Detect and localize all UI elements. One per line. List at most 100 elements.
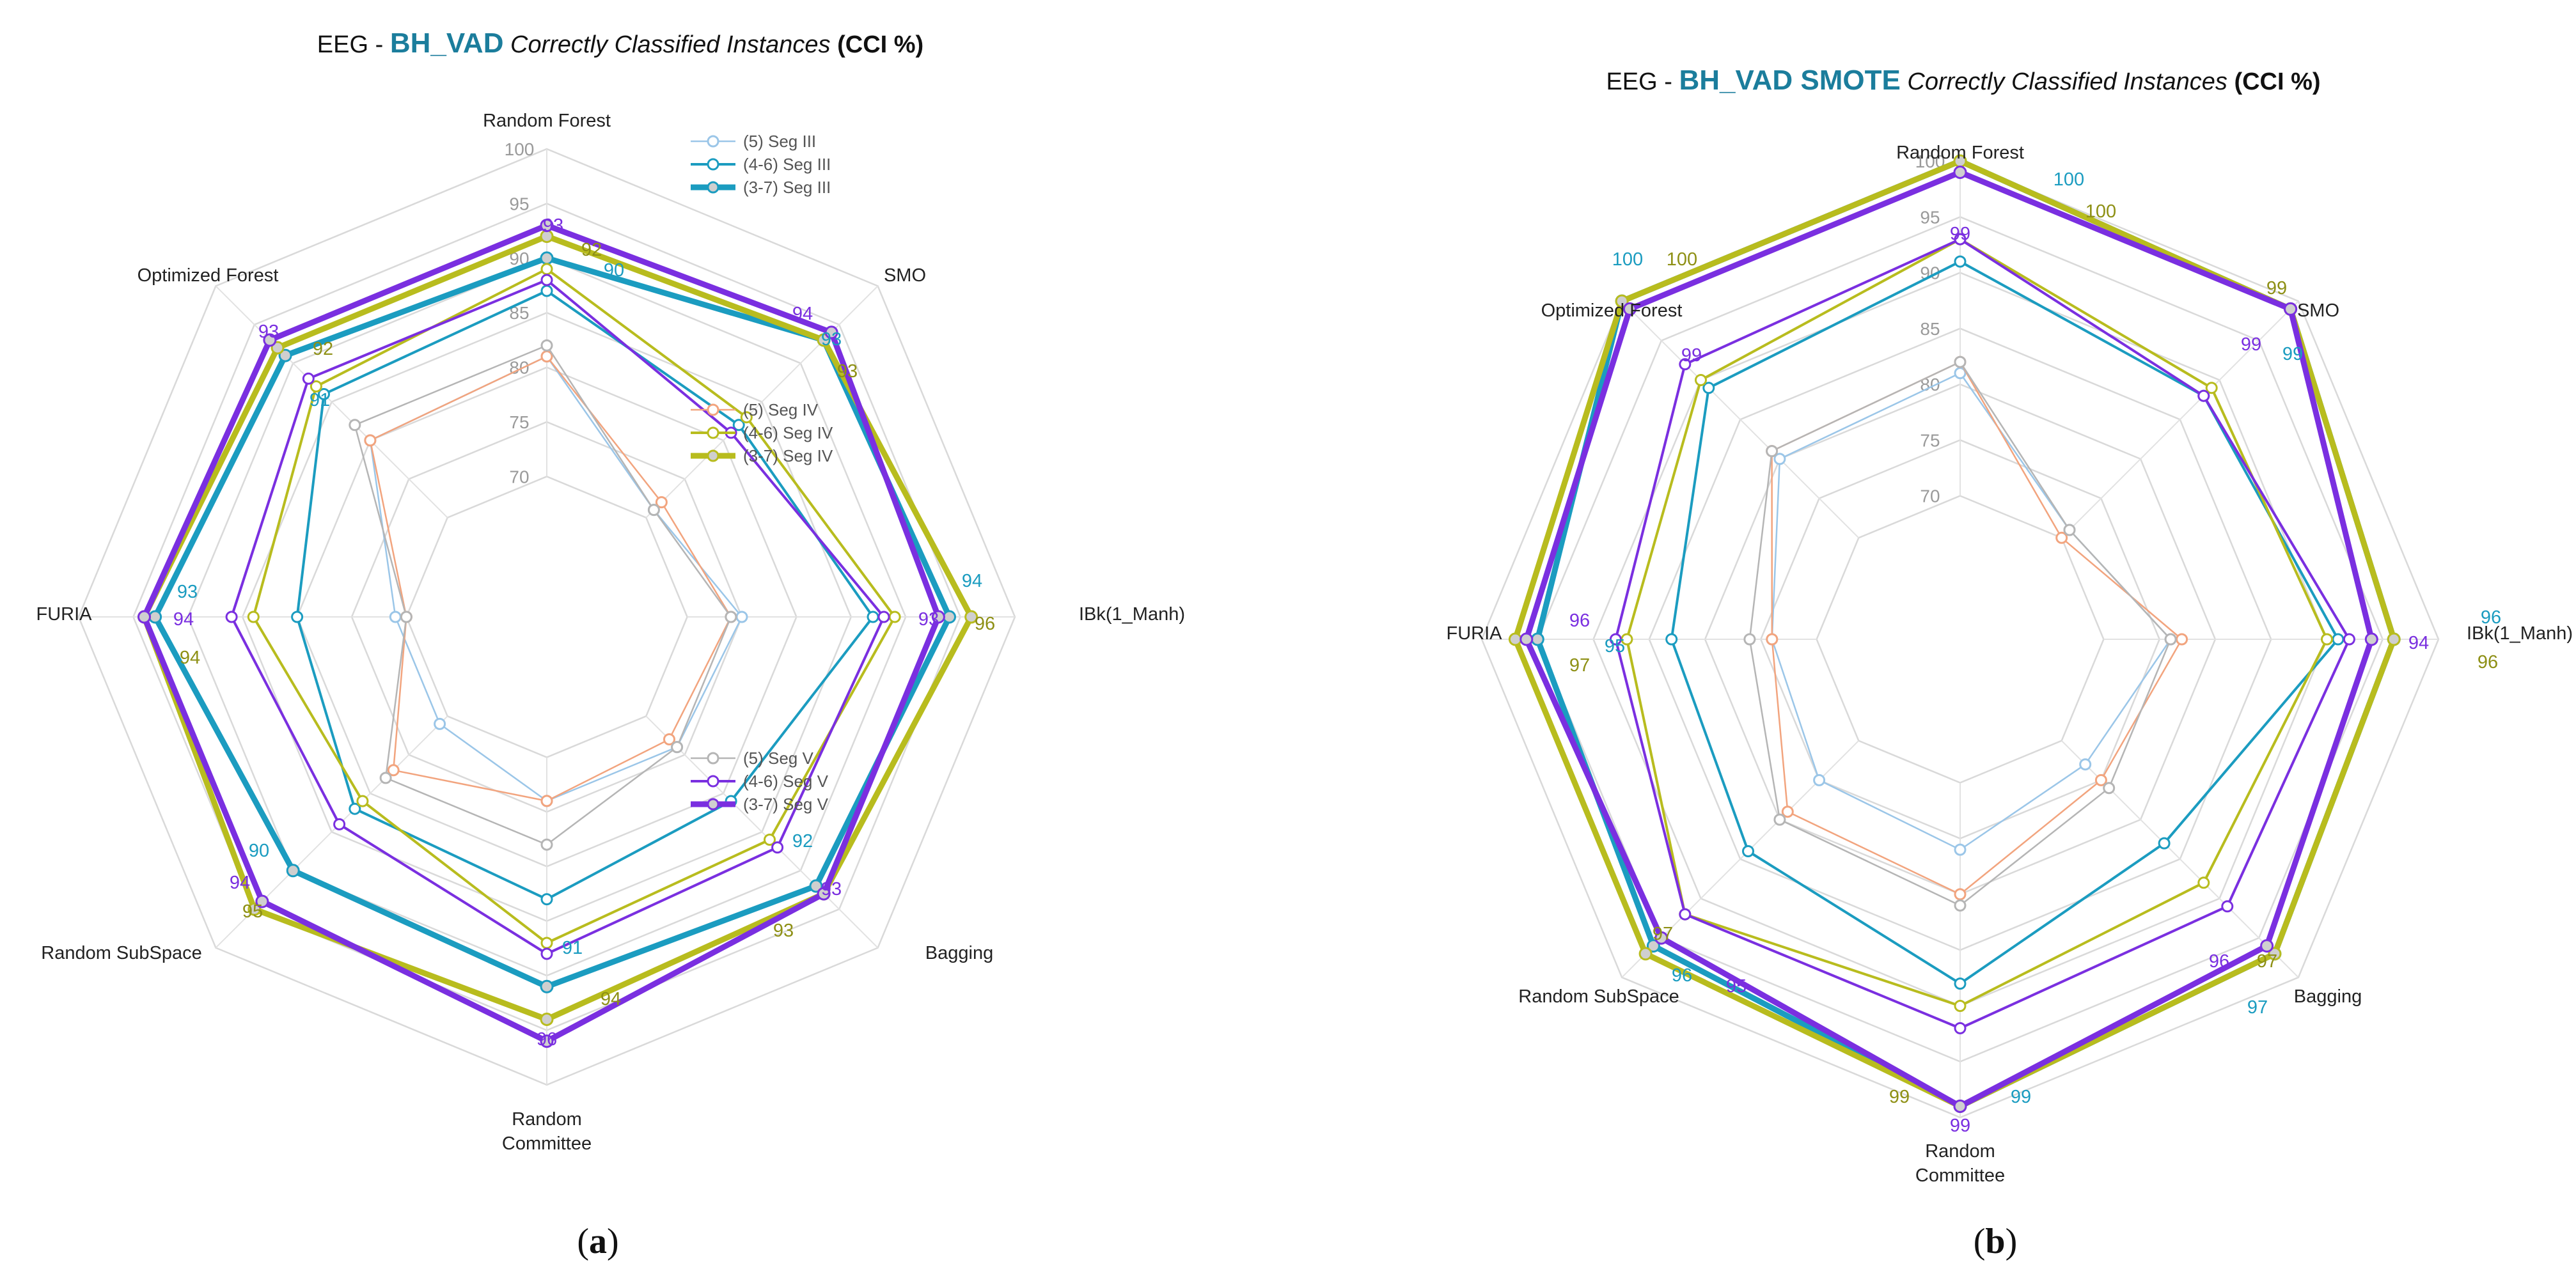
value-label-ibk-1-manh: 96 [975, 614, 995, 634]
legend-label: (5) Seg V [743, 749, 813, 768]
tick-label: 95 [1920, 207, 1940, 227]
data-point-optimized-forest [1695, 374, 1707, 386]
data-point-random-subspace [333, 818, 346, 830]
data-point-random-subspace [349, 802, 361, 815]
value-label-furia: 93 [177, 582, 198, 602]
category-label-line: Committee [1915, 1165, 2005, 1186]
legend-item-5-seg-v: (5) Seg V [691, 749, 813, 768]
category-label-random-forest: Random Forest [1896, 143, 2024, 163]
value-label-random-committee: 99 [1889, 1087, 1910, 1107]
data-point-bagging [671, 741, 684, 754]
legend-label: (5) Seg III [743, 132, 816, 151]
value-label-bagging: 96 [2209, 951, 2229, 972]
data-point-random-committee [540, 1034, 554, 1048]
data-point-optimized-forest [302, 372, 315, 385]
data-point-optimized-forest [263, 333, 277, 347]
legend-item-3-7-seg-iv: (3-7) Seg IV [691, 446, 833, 465]
chart-b-category-labels: Random Forest SMO IBk(1_Manh) Bagging Random… [1447, 143, 2573, 1186]
data-point-furia [389, 611, 402, 623]
data-point-optimized-forest [310, 380, 322, 393]
data-point-ibk-1-manh [877, 611, 890, 623]
data-point-optimized-forest [1615, 294, 1629, 308]
value-label-optimized-forest: 100 [1612, 249, 1643, 270]
value-label-optimized-forest: 99 [1681, 345, 1702, 366]
data-point-random-subspace [379, 772, 392, 784]
series-4-6-seg-iv [247, 263, 901, 949]
data-point-furia [137, 610, 151, 624]
data-point-random-committee [540, 1013, 554, 1026]
legend-marker [707, 181, 719, 194]
chart-b-title-dataset: BH_VAD SMOTE [1679, 65, 1900, 96]
series-5-seg-v [349, 339, 737, 851]
legend-label: (3-7) Seg IV [743, 446, 833, 465]
data-point-furia [1609, 633, 1622, 646]
category-label-smo: SMO [884, 265, 926, 286]
data-point-random-subspace [1679, 908, 1692, 921]
data-point-random-committee [1954, 1022, 1967, 1034]
value-label-random-committee: 91 [562, 938, 583, 958]
value-label-random-committee: 96 [537, 1029, 557, 1050]
data-point-random-committee [540, 893, 553, 906]
value-label-random-forest: 99 [1950, 224, 1970, 244]
value-label-furia: 94 [173, 609, 194, 630]
category-label-bagging: Bagging [2294, 986, 2362, 1007]
data-point-smo [655, 496, 668, 509]
data-point-ibk-1-manh [867, 611, 879, 623]
data-point-random-forest [540, 350, 553, 362]
panel-b-letter: b [1985, 1222, 2005, 1261]
category-label-furia: FURIA [1447, 623, 1503, 644]
value-label-random-committee: 94 [601, 989, 621, 1009]
grid-spoke-smo [645, 285, 879, 518]
category-label-random-subspace: Random SubSpace [1518, 986, 1679, 1007]
data-point-random-committee [1954, 899, 1967, 912]
category-label-random-committee: Random Committee [1915, 1141, 2005, 1186]
category-label-optimized-forest: Optimized Forest [137, 265, 279, 286]
series-line [369, 355, 743, 802]
legend-marker [707, 752, 719, 765]
value-label-optimized-forest: 91 [310, 390, 330, 410]
legend-marker [707, 403, 719, 416]
legend-item-5-seg-iii: (5) Seg III [691, 132, 816, 151]
data-point-random-subspace [387, 764, 400, 777]
data-point-random-subspace [1813, 774, 1826, 786]
data-point-furia [1508, 632, 1522, 646]
legend-marker [707, 158, 719, 171]
series-3-7-seg-v [137, 219, 945, 1048]
series-4-6-seg-iv [1621, 233, 2333, 1012]
category-label-ibk-1-manh: IBk(1_Manh) [2467, 623, 2573, 644]
data-point-furia [291, 611, 304, 623]
data-point-ibk-1-manh [2321, 633, 2333, 646]
series-line [1771, 361, 2183, 896]
data-point-smo [2284, 302, 2298, 316]
category-label-random-committee: Random Committee [502, 1109, 592, 1154]
value-label-random-forest: 93 [543, 215, 563, 236]
value-label-ibk-1-manh: 96 [2478, 652, 2498, 673]
data-point-optimized-forest [278, 348, 292, 362]
value-label-smo: 93 [821, 329, 842, 350]
value-label-ibk-1-manh: 94 [962, 571, 982, 591]
data-point-furia [148, 610, 162, 624]
chart-a-title-prefix: EEG - [317, 31, 390, 58]
value-label-random-subspace: 90 [249, 841, 269, 861]
data-point-smo [2063, 524, 2076, 536]
data-point-ibk-1-manh [725, 611, 737, 623]
data-point-optimized-forest [349, 419, 361, 432]
data-point-random-forest [540, 219, 554, 233]
data-point-random-subspace [247, 902, 262, 916]
value-label-random-forest: 100 [2085, 201, 2116, 222]
value-label-furia: 96 [1569, 611, 1590, 631]
data-point-bagging [817, 887, 831, 901]
tick-label: 70 [1920, 486, 1940, 506]
data-point-optimized-forest [318, 388, 330, 400]
data-point-bagging [2221, 900, 2234, 913]
legend-item-5-seg-iv: (5) Seg IV [691, 400, 819, 419]
data-point-bagging [771, 841, 784, 854]
data-point-random-subspace [1638, 947, 1653, 961]
data-point-optimized-forest [1679, 358, 1692, 371]
series-4-6-seg-v [1609, 233, 2355, 1034]
category-label-line: Committee [502, 1133, 592, 1154]
tick-label: 95 [509, 194, 529, 214]
